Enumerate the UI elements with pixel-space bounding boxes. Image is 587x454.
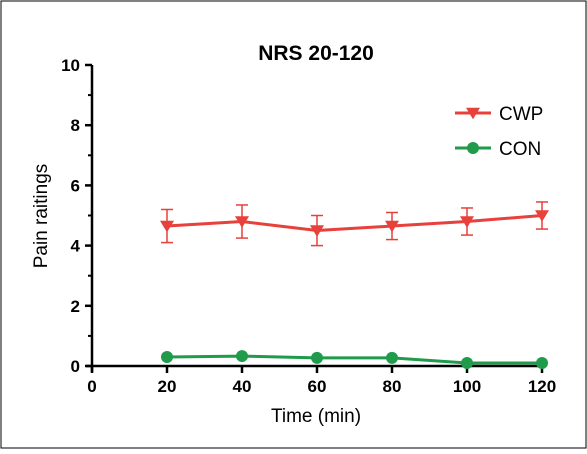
legend-entry-cwp: CWP <box>455 104 543 125</box>
x-tick-label: 40 <box>233 377 252 396</box>
data-point <box>386 351 398 364</box>
series-cwp <box>160 201 549 247</box>
series-layer <box>160 201 549 369</box>
legend-label: CWP <box>499 104 543 125</box>
x-tick-label: 0 <box>87 377 96 396</box>
x-tick-label: 100 <box>453 377 481 396</box>
data-point <box>236 350 248 363</box>
data-point <box>460 216 474 228</box>
data-point <box>310 225 324 237</box>
legend-label: CON <box>499 139 541 160</box>
legend-entry-con: CON <box>455 139 541 160</box>
legend: CWP CON <box>455 104 543 160</box>
y-tick-label: 4 <box>71 237 81 256</box>
chart-title: NRS 20-120 <box>258 42 374 65</box>
series-con <box>161 350 548 369</box>
y-tick-label: 0 <box>71 357 80 376</box>
y-tick-label: 10 <box>61 56 80 75</box>
y-tick-label: 2 <box>71 297 80 316</box>
x-tick-label: 20 <box>158 377 177 396</box>
data-point <box>461 356 473 369</box>
legend-marker <box>466 107 480 120</box>
data-point <box>160 220 174 233</box>
y-axis-title: Pain raitings <box>31 164 52 269</box>
data-point <box>235 216 249 228</box>
y-tick-label: 6 <box>71 176 80 195</box>
x-tick-label: 60 <box>308 377 327 396</box>
data-point <box>536 356 548 369</box>
x-axis-title: Time (min) <box>271 406 361 427</box>
data-point <box>161 350 173 363</box>
legend-marker <box>467 142 479 154</box>
data-point <box>535 210 549 222</box>
x-tick-label: 120 <box>528 377 556 396</box>
data-point <box>311 351 323 364</box>
series-line <box>166 354 542 365</box>
data-point <box>385 220 399 233</box>
x-tick-label: 80 <box>383 377 402 396</box>
y-tick-label: 8 <box>71 116 80 135</box>
series-line <box>166 214 543 233</box>
